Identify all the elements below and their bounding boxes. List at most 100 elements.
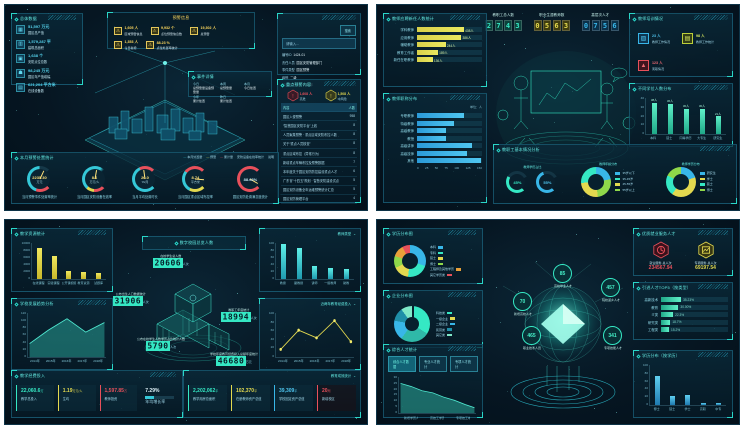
training-label: 教师工作统计 xyxy=(696,40,715,44)
panel-training: 教师培训情况 ▨ 23 人 教师工作情况 ▤ 98 人 教师工作统计 ▲ xyxy=(629,13,733,77)
stat-card[interactable]: 22,060.6万 教学总投入 xyxy=(16,385,54,411)
detail-cell: 昨日 累计处置 xyxy=(220,95,240,103)
y-tick: 80 xyxy=(22,325,26,330)
x-label: 学士 xyxy=(684,407,691,411)
table-row[interactable]: 人员聚集预警 · 重点区域安防布控人数 8 xyxy=(281,131,357,140)
diamond-icon xyxy=(14,231,19,237)
x-label: 2014年 xyxy=(30,359,40,363)
list-item[interactable]: ▤ 621,204 平方米 在线设备数 xyxy=(16,82,78,93)
alert-chip[interactable]: ⚠ 1,353 人 今日新增 xyxy=(114,39,138,50)
row-count: 8 xyxy=(353,141,355,146)
chip-label: 点位处置率统计 xyxy=(156,45,178,50)
list-item[interactable]: ☗ 98,245 万元 园区年产值增幅 xyxy=(16,68,78,79)
legend-item: 学士 xyxy=(699,177,716,181)
bar-item: 36人 xyxy=(667,98,673,134)
y-tick: 40 xyxy=(644,386,648,391)
chevron-down-icon[interactable]: ⌄ xyxy=(353,301,356,306)
gauge-label: 当月园区重点区域布控率 xyxy=(177,194,213,199)
alert-chip[interactable]: ⚠ 1,605 人 区域预警信息 xyxy=(114,25,143,36)
stat-card[interactable]: 102,370平 在册教师资产总值 xyxy=(231,385,270,411)
figure-value: 20606 xyxy=(153,257,183,268)
panel-teacher-type: 教师类型 ⌄ 100 80 60 40 20 0 xyxy=(259,228,361,292)
bar-row: IT类 22.3% xyxy=(638,312,728,317)
stat-card[interactable]: 39,309平 学校固定资产总值 xyxy=(274,385,313,411)
plot-area xyxy=(275,313,354,358)
training-card[interactable]: ▨ 23 人 教师工作情况 xyxy=(638,29,670,48)
alert-chip[interactable]: ⚠ 9,932 个 点位预警信息数 xyxy=(150,25,182,36)
y-tick: 0 xyxy=(24,353,26,358)
table-row[interactable]: 关于“重点人员核查” 8 xyxy=(281,140,357,149)
y-tick: 20 xyxy=(393,386,397,391)
y-tick: 20 xyxy=(644,394,648,399)
hex-stat-special[interactable]: 专项服务·总人次 69197.54 xyxy=(683,241,728,274)
stat-card[interactable]: 1.19万元/人 生均 xyxy=(57,385,96,411)
gauge-value: 8.6 xyxy=(91,174,98,180)
bar-item xyxy=(296,243,302,279)
badge-new-talent[interactable]: 70 xyxy=(513,292,532,311)
stat-card[interactable]: 20所 新增校区 xyxy=(317,385,356,411)
figure-unit: 人次 xyxy=(182,262,189,266)
table-row[interactable]: 新增重点车辆布控及预警数据 7 xyxy=(281,158,357,168)
gauge[interactable]: 45% xyxy=(506,171,529,193)
training-value: 123 人 xyxy=(652,61,663,65)
bar-label: 研究类 xyxy=(647,320,658,325)
panel-staff-analysis: 教职工基本情况分析 教师学历占比 45% 55% xyxy=(493,144,737,204)
table-row[interactable]: 本年度关于园区安防防控建设重点人才 6 xyxy=(281,167,357,177)
gauge[interactable]: 55% xyxy=(536,171,559,193)
unit-note: 单位：人 xyxy=(469,105,482,109)
table-row[interactable]: “智慧园区安防平台”上线 8 xyxy=(281,121,357,131)
panel-title: 教师职称分布 xyxy=(384,94,486,104)
gauge[interactable]: 8.6 万元/人 当月园区安防设备在线率 xyxy=(77,166,112,199)
training-card[interactable]: ▤ 98 人 教师工作统计 xyxy=(682,29,714,48)
counter-digits: 2 7 4 3 xyxy=(485,20,522,31)
badge-returnees[interactable]: 457 xyxy=(601,278,620,297)
table-row[interactable]: 广东省“十四五”规划 · 智慧安防建设试点 5 xyxy=(281,177,357,186)
chart-icon: ▨ xyxy=(638,33,649,44)
bar-value: 21人 xyxy=(714,111,722,116)
x-label: 2014年 xyxy=(278,359,288,363)
gauge-row: 2235.30 万元 当月预警事件处置率统计 8.6 万元/人 xyxy=(12,164,278,201)
row-name: 广东省“十四五”规划 · 智慧安防建设试点 xyxy=(283,179,339,184)
stat-card[interactable]: 1,597.85万 教师投资 xyxy=(99,385,138,411)
gauge[interactable]: 20.0 %/月 当月平均处置时长 xyxy=(131,166,158,199)
chevron-down-icon[interactable]: ⌄ xyxy=(353,373,356,378)
bar-label: 辅助教师 xyxy=(400,43,414,47)
search-input[interactable]: 请输入... xyxy=(282,38,356,49)
list-item[interactable]: ▣ 1,638 个 安防点位总数 xyxy=(16,53,78,64)
tab-special[interactable]: 专项人才统计 xyxy=(450,356,478,372)
alert-chip[interactable]: ⚠ 88.23 % 点位处置率统计 xyxy=(146,39,178,50)
search-button[interactable]: 搜索 xyxy=(339,25,356,36)
table-row[interactable]: 重点区域布控（异常行为） 8 xyxy=(281,149,357,159)
table-header: 内容 人数 xyxy=(281,103,357,113)
badge-label: 高校毕业人才 xyxy=(553,284,572,288)
tab-professional[interactable]: 专业人才统计 xyxy=(419,356,447,372)
table-row[interactable]: 园区入侵预警 958 xyxy=(281,112,357,122)
list-item[interactable]: ▥ 1,579,287 平 建筑总面积 xyxy=(16,39,78,50)
gauge[interactable]: 88.63% 园区安防处置满意度统计 xyxy=(233,166,268,199)
gauge-value: 55% xyxy=(543,179,552,185)
badge-graduates[interactable]: 85 xyxy=(553,264,572,283)
bar-row: 辅助教师 244人 xyxy=(388,42,482,48)
gauge[interactable]: 2235.30 万元 当月预警事件处置率统计 xyxy=(22,166,57,199)
badge-technical[interactable]: 465 xyxy=(522,326,541,345)
center-figure-top: 在校学生总人数 20606 人次 xyxy=(153,254,189,268)
y-tick: 0 xyxy=(646,401,648,406)
detail-key: 昨日 xyxy=(220,95,227,99)
badge-skilled[interactable]: 341 xyxy=(603,326,622,345)
badge-label: 专项技能人才 xyxy=(603,346,622,350)
chevron-down-icon[interactable]: ⌄ xyxy=(353,231,356,236)
list-item[interactable]: ▦ 51,597 万元 园区总产值 xyxy=(16,24,78,35)
y-axis: 100 80 60 40 20 0 xyxy=(638,363,648,406)
hex-stat-employment[interactable]: 就业服务·总人次 234567.94 xyxy=(638,241,683,274)
gauge[interactable]: 8.74 平方米 当月园区重点区域布控率 xyxy=(178,166,213,199)
tab-comprehensive[interactable]: 综合人才数据 xyxy=(388,356,416,372)
training-card[interactable]: ▲ 123 人 离职情况 xyxy=(638,56,664,75)
stat-card[interactable]: 2,202,062平 教学用房总面积 xyxy=(188,385,227,411)
table-row[interactable]: 园区安防管理平台 4 xyxy=(281,195,357,205)
bar-value: 386人 xyxy=(462,36,472,41)
panel-employment-service: 优质就业服务人才 就业服务·总人次 234567.94 xyxy=(633,228,733,276)
table-row[interactable]: 园区安防设备全年运维预警统计汇总 5 xyxy=(281,186,357,195)
alert-chip[interactable]: ⚠ 19,302 人 总预警 xyxy=(190,25,216,36)
legend-item: 说明 xyxy=(267,155,274,159)
bar-label: 高级技师 xyxy=(400,151,414,156)
